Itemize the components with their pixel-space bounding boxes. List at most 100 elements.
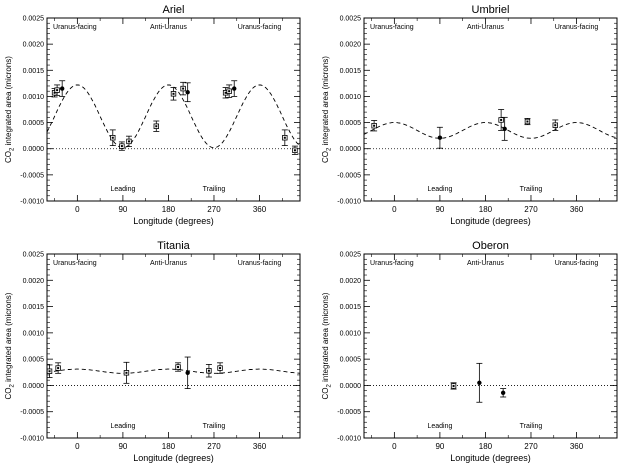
data-point: [500, 390, 506, 395]
region-label: Trailing: [203, 423, 226, 430]
data-point-center: [283, 136, 286, 139]
region-label: Leading: [110, 423, 135, 430]
region-label: Leading: [427, 186, 452, 193]
x-tick-label: 180: [162, 442, 176, 451]
x-tick-label: 0: [392, 205, 397, 214]
x-axis-label: Longitude (degrees): [133, 453, 214, 463]
region-label: Anti-Uranus: [467, 24, 504, 31]
data-point-center: [207, 369, 210, 372]
data-point-center: [172, 92, 175, 95]
x-tick-label: 360: [570, 205, 584, 214]
x-tick-label: 0: [75, 442, 80, 451]
data-point: [437, 135, 443, 140]
data-point-center: [224, 91, 227, 94]
data-point-center: [293, 149, 296, 152]
plot-frame: [46, 17, 301, 202]
data-point-center: [56, 89, 59, 92]
y-axis-label: CO2 integrated area (microns): [4, 56, 16, 163]
y-tick-label: -0.0005: [337, 172, 361, 179]
plot-frame: [46, 253, 301, 439]
y-tick-label: 0.0010: [23, 330, 45, 337]
y-axis-label: CO2 integrated area (microns): [321, 56, 333, 163]
y-tick-label: -0.0005: [337, 409, 361, 416]
y-axis-label-rest: integrated area (microns): [321, 292, 330, 384]
data-point-center: [554, 124, 557, 127]
data-point-center: [373, 124, 376, 127]
region-label: Uranus-facing: [53, 260, 97, 267]
data-point-center: [155, 125, 158, 128]
y-tick-label: -0.0005: [20, 409, 44, 416]
y-tick-label: 0.0025: [23, 16, 45, 23]
region-label: Trailing: [203, 186, 226, 193]
model-curve: [363, 122, 618, 139]
plot-frame: [363, 17, 618, 202]
panel-title: Umbriel: [472, 4, 510, 16]
model-curve: [46, 84, 301, 149]
y-tick-label: 0.0000: [23, 383, 45, 390]
data-point-center: [526, 120, 529, 123]
region-label: Uranus-facing: [555, 24, 599, 31]
data-point: [502, 126, 507, 132]
panel-umbriel: Umbriel -0.0010 -0.0005 0.0000 0.0005 0.0010 0…: [321, 4, 618, 226]
data-point: [59, 86, 65, 91]
x-tick-label: 270: [524, 442, 538, 451]
y-tick-label: 0.0015: [23, 68, 45, 75]
y-axis-label-co: CO: [321, 151, 330, 163]
y-axis-label-co: CO: [321, 387, 330, 399]
y-tick-label: 0.0005: [23, 357, 45, 364]
region-label: Uranus-facing: [238, 24, 282, 31]
data-point: [232, 86, 237, 91]
model-curve: [46, 368, 300, 374]
y-tick-label: -0.0010: [337, 199, 361, 206]
y-tick-label: 0.0025: [340, 16, 362, 23]
x-tick-label: 0: [392, 442, 397, 451]
y-tick-label: 0.0005: [23, 120, 45, 127]
panel-ariel: Ariel -0.0010 -0.0005 0.0000 0.0005 0.0010 0.0…: [4, 4, 301, 226]
data-point-center: [48, 370, 51, 373]
y-tick-label: 0.0000: [23, 146, 45, 153]
plot-frame: [363, 253, 618, 439]
y-tick-label: 0.0005: [340, 120, 362, 127]
data-point: [185, 370, 190, 376]
y-axis-label-subscript: 2: [10, 147, 16, 151]
data-point: [185, 90, 190, 95]
region-label: Uranus-facing: [53, 24, 97, 31]
panel-titania: Titania -0.0010 -0.0005 0.0000 0.0005 0.0010 0…: [4, 240, 301, 463]
data-point-center: [57, 367, 60, 370]
panel-oberon: Oberon -0.0010 -0.0005 0.0000 0.0005 0.0010 0.…: [321, 240, 618, 463]
y-axis-label-co: CO: [4, 387, 13, 399]
region-label: Uranus-facing: [555, 260, 599, 267]
panel-title: Oberon: [472, 240, 509, 252]
y-tick-label: 0.0020: [23, 278, 45, 285]
y-tick-label: -0.0010: [20, 436, 44, 443]
y-tick-label: 0.0015: [23, 304, 45, 311]
data-point-center: [125, 371, 128, 374]
y-tick-label: 0.0025: [340, 252, 362, 259]
region-label: Anti-Uranus: [467, 260, 504, 267]
x-tick-label: 90: [118, 442, 127, 451]
data-point-center: [500, 118, 503, 121]
y-tick-label: 0.0000: [340, 146, 362, 153]
y-axis-label-co: CO: [4, 151, 13, 163]
region-label: Uranus-facing: [370, 260, 414, 267]
region-label: Leading: [110, 186, 135, 193]
region-label: Leading: [427, 423, 452, 430]
data-point-center: [111, 136, 114, 139]
data-point-center: [177, 366, 180, 369]
x-tick-label: 360: [253, 442, 267, 451]
panel-title: Titania: [157, 240, 190, 252]
y-tick-label: -0.0005: [20, 172, 44, 179]
y-axis-label: CO2 integrated area (microns): [4, 292, 16, 399]
x-tick-label: 270: [207, 205, 221, 214]
y-axis-label: CO2 integrated area (microns): [321, 292, 333, 399]
x-tick-label: 90: [435, 205, 444, 214]
region-label: Uranus-facing: [370, 24, 414, 31]
x-tick-label: 0: [75, 205, 80, 214]
x-tick-label: 180: [479, 205, 493, 214]
y-tick-label: 0.0000: [340, 383, 362, 390]
data-point-center: [127, 140, 130, 143]
x-tick-label: 90: [118, 205, 127, 214]
y-axis-label-subscript: 2: [327, 383, 333, 387]
x-tick-label: 270: [524, 205, 538, 214]
